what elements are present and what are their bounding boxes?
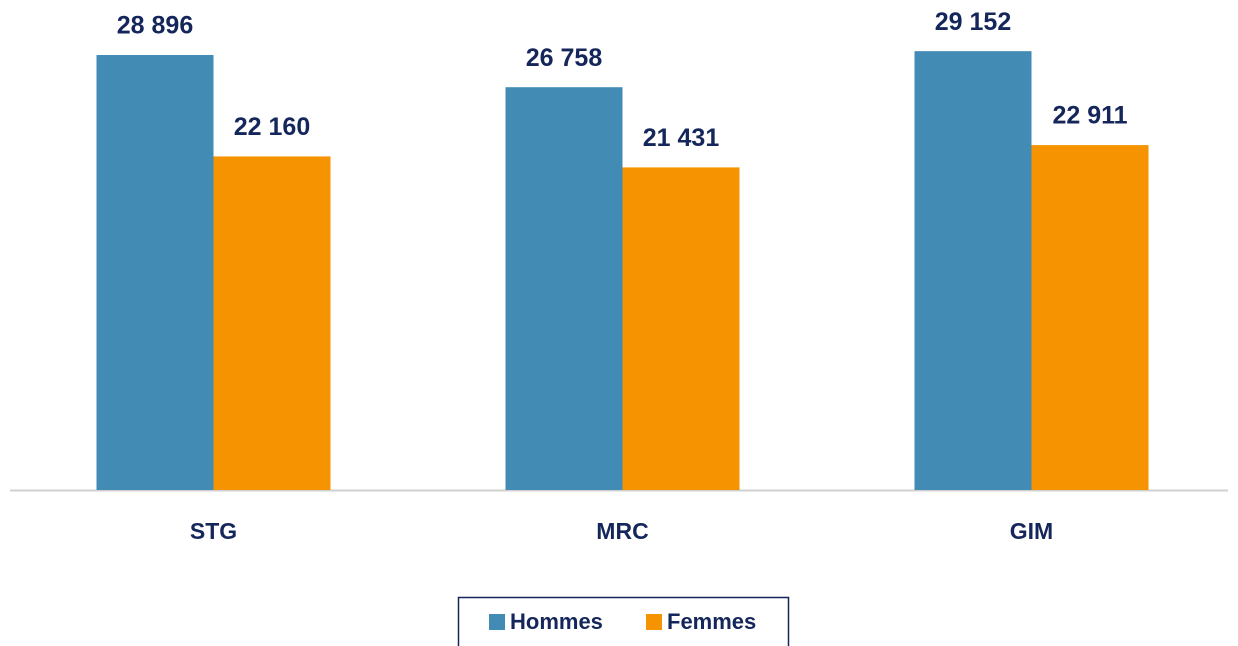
data-label: 28 896 [117,12,193,40]
x-tick-label: GIM [1010,518,1053,544]
bar [1031,145,1149,490]
legend-swatch [646,614,662,630]
bar [622,167,740,490]
bar [96,55,214,490]
x-tick-label: MRC [596,518,648,544]
legend-box [457,596,790,646]
data-label: 26 758 [526,44,603,72]
data-label: 21 431 [643,124,720,152]
legend-swatch [489,614,505,630]
bar [914,51,1032,491]
bar [213,156,331,490]
data-label: 22 160 [234,113,310,141]
data-label: 22 911 [1052,102,1127,130]
legend-label: Femmes [667,609,756,634]
x-tick-label: STG [190,518,237,544]
data-label: 29 152 [935,8,1011,36]
bar [505,87,623,490]
legend-label: Hommes [510,609,603,634]
